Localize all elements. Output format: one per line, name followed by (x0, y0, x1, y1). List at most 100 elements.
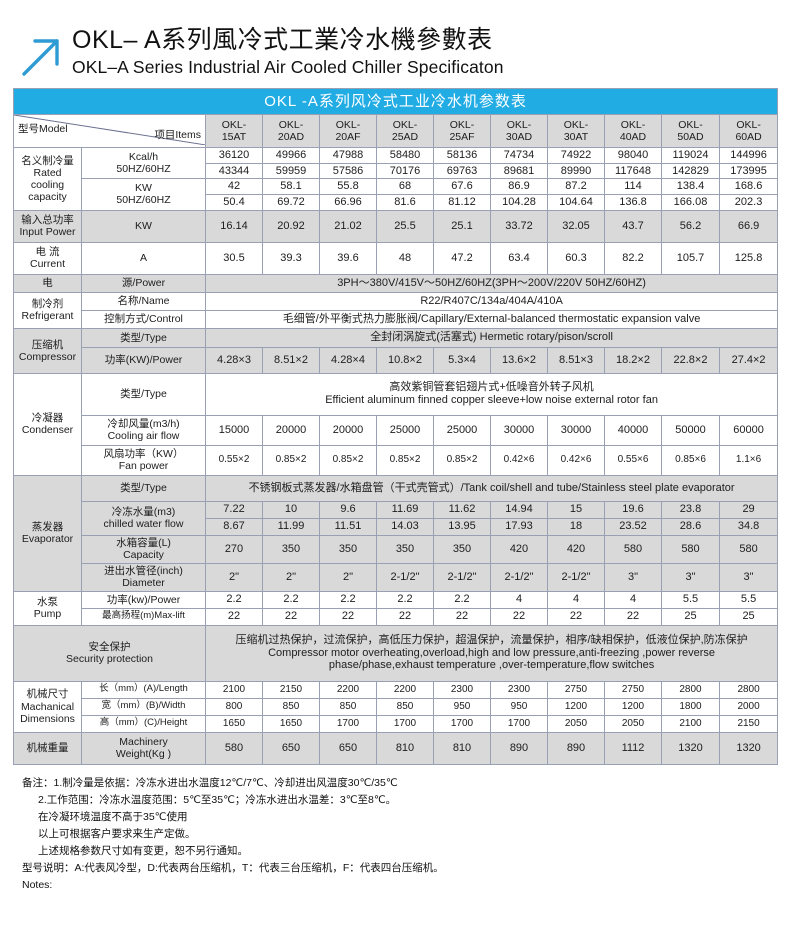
cell: 2750 (604, 680, 662, 699)
cell: 2" (262, 562, 320, 592)
model-prefix-8: OKL- (678, 118, 703, 131)
cell: 138.4 (661, 178, 720, 195)
table-banner-row: OKL -A系列风冷式工业冷水机参数表 (12, 88, 779, 115)
cell: 173995 (718, 162, 779, 180)
refrigerant-label: 制冷剂 Refrigerant (13, 291, 82, 329)
cell: 2200 (376, 680, 434, 699)
cell: 2750 (547, 680, 605, 699)
cell: 22.8×2 (661, 346, 720, 374)
cell: 114 (604, 178, 662, 195)
current-row: 电 流 Current A 30.5 39.3 39.6 48 47.2 63.… (13, 241, 779, 275)
cell: 25.5 (376, 209, 434, 243)
weight-label: 机械重量 (13, 731, 82, 765)
evaporator-flow-b-row: 8.67 11.99 11.51 14.03 13.95 17.93 18 23… (14, 517, 779, 536)
cell: 950 (490, 697, 548, 716)
cell: 270 (205, 534, 263, 564)
cell: 166.08 (661, 193, 720, 211)
cell: 1200 (547, 697, 605, 716)
cell: 30000 (547, 414, 605, 446)
corner-model-label: 型号Model (18, 123, 68, 135)
cell: 23.52 (604, 517, 662, 536)
cell: 27.4×2 (718, 346, 779, 374)
cell: 10 (262, 500, 320, 519)
cell: 23.8 (661, 500, 720, 519)
cell: 40000 (604, 414, 662, 446)
spec-table-container: OKL -A系列风冷式工业冷水机参数表 型号Model 项目Items OKL-… (0, 88, 790, 765)
refrigerant-name-item: 名称/Name (81, 291, 206, 311)
cell: 890 (547, 731, 605, 765)
refrigerant-control-row: 控制方式/Control 毛细管/外平衡式热力膨胀阀/Capillary/Ext… (14, 309, 779, 329)
cell: 1700 (433, 714, 491, 733)
cell: 2-1/2" (433, 562, 491, 592)
cell: 25 (661, 607, 720, 626)
model-prefix-0: OKL- (221, 118, 247, 131)
cell: 19.6 (604, 500, 662, 519)
cell: 47.2 (433, 241, 491, 275)
refrigerant-name-row: 制冷剂 Refrigerant 名称/Name R22/R407C/134a/4… (13, 291, 779, 329)
condenser-type-en: Efficient aluminum finned copper sleeve+… (325, 394, 658, 407)
input-power-row: 输入总功率 Input Power KW 16.14 20.92 21.02 2… (13, 209, 779, 243)
cell: 13.6×2 (490, 346, 548, 374)
cell: 5.5 (661, 590, 720, 609)
page-title-en: OKL–A Series Industrial Air Cooled Chill… (72, 57, 504, 77)
cell: 2150 (718, 714, 779, 733)
model-prefix-3: OKL- (392, 118, 418, 131)
cell: 33.72 (490, 209, 548, 243)
cell: 2000 (718, 697, 779, 716)
model-header-1: OKL- 20AD (262, 114, 320, 148)
cell: 0.85×2 (319, 444, 377, 476)
security-line-en-1: Compressor motor overheating,overload,hi… (268, 646, 716, 659)
cell: 58136 (433, 147, 491, 164)
cell: 63.4 (490, 241, 548, 275)
model-header-3: OKL- 25AD (376, 114, 434, 148)
cell: 69.72 (262, 193, 320, 211)
cell: 8.51×2 (262, 346, 320, 374)
pump-power-item: 功率(kw)/Power (81, 590, 206, 609)
cell: 87.2 (547, 178, 605, 195)
power-value: 3PH～380V/415V～50HZ/60HZ(3PH～200V/220V 50… (204, 273, 779, 293)
cell: 3" (604, 562, 662, 592)
cell: 58.1 (262, 178, 320, 195)
model-header-row: 型号Model 项目Items OKL- 15AT OKL- 20AD OKL- 20… (13, 114, 779, 148)
cell: 58480 (376, 147, 434, 164)
cell: 20000 (262, 414, 320, 446)
cell: 57586 (319, 162, 377, 180)
cell: 16.14 (205, 209, 263, 243)
model-suffix-2: 20AF (335, 131, 361, 143)
compressor-power-item: 功率(KW)/Power (81, 346, 206, 374)
cell: 0.55×6 (604, 444, 662, 476)
cell: 22 (490, 607, 548, 626)
cell: 59959 (262, 162, 320, 180)
cell: 2" (319, 562, 377, 592)
condenser-airflow-item: 冷却风量(m3/h) Cooling air flow (81, 414, 206, 446)
cell: 2300 (490, 680, 548, 699)
evaporator-type-value: 不锈钢板式蒸发器/水箱盘管（干式壳管式）/Tank coil/shell and… (204, 474, 779, 502)
note-line-3: 在冷凝环境温度不高于35℃使用 (38, 810, 188, 823)
cell: 67.6 (433, 178, 491, 195)
cell: 68 (376, 178, 434, 195)
evaporator-label: 蒸发器 Evaporator (13, 474, 82, 592)
cell: 1700 (319, 714, 377, 733)
power-label-sub: 源/Power (81, 273, 206, 293)
cell: 8.51×3 (547, 346, 605, 374)
dimension-length-row: 机械尺寸 Machanical Dimensions 长（mm）(A)/Leng… (13, 680, 779, 733)
cell: 3" (718, 562, 779, 592)
evaporator-type-row: 蒸发器 Evaporator 类型/Type 不锈钢板式蒸发器/水箱盘管（干式壳… (13, 474, 779, 592)
model-header-8: OKL- 50AD (661, 114, 720, 148)
cell: 11.62 (433, 500, 491, 519)
model-prefix-6: OKL- (563, 118, 589, 131)
cell: 0.85×2 (433, 444, 491, 476)
cell: 5.3×4 (433, 346, 491, 374)
cell: 22 (262, 607, 320, 626)
cell: 2800 (661, 680, 720, 699)
current-label: 电 流 Current (13, 241, 82, 275)
cell: 202.3 (718, 193, 779, 211)
rated-cooling-label: 名义制冷量 Rated cooling capacity (13, 147, 82, 211)
cell: 39.6 (319, 241, 377, 275)
cell: 22 (376, 607, 434, 626)
cell: 4 (490, 590, 548, 609)
condenser-type-item: 类型/Type (81, 372, 206, 416)
cell: 22 (205, 607, 263, 626)
evaporator-flow-item: 冷冻水量(m3) chilled water flow (81, 500, 206, 536)
cell: 32.05 (547, 209, 605, 243)
